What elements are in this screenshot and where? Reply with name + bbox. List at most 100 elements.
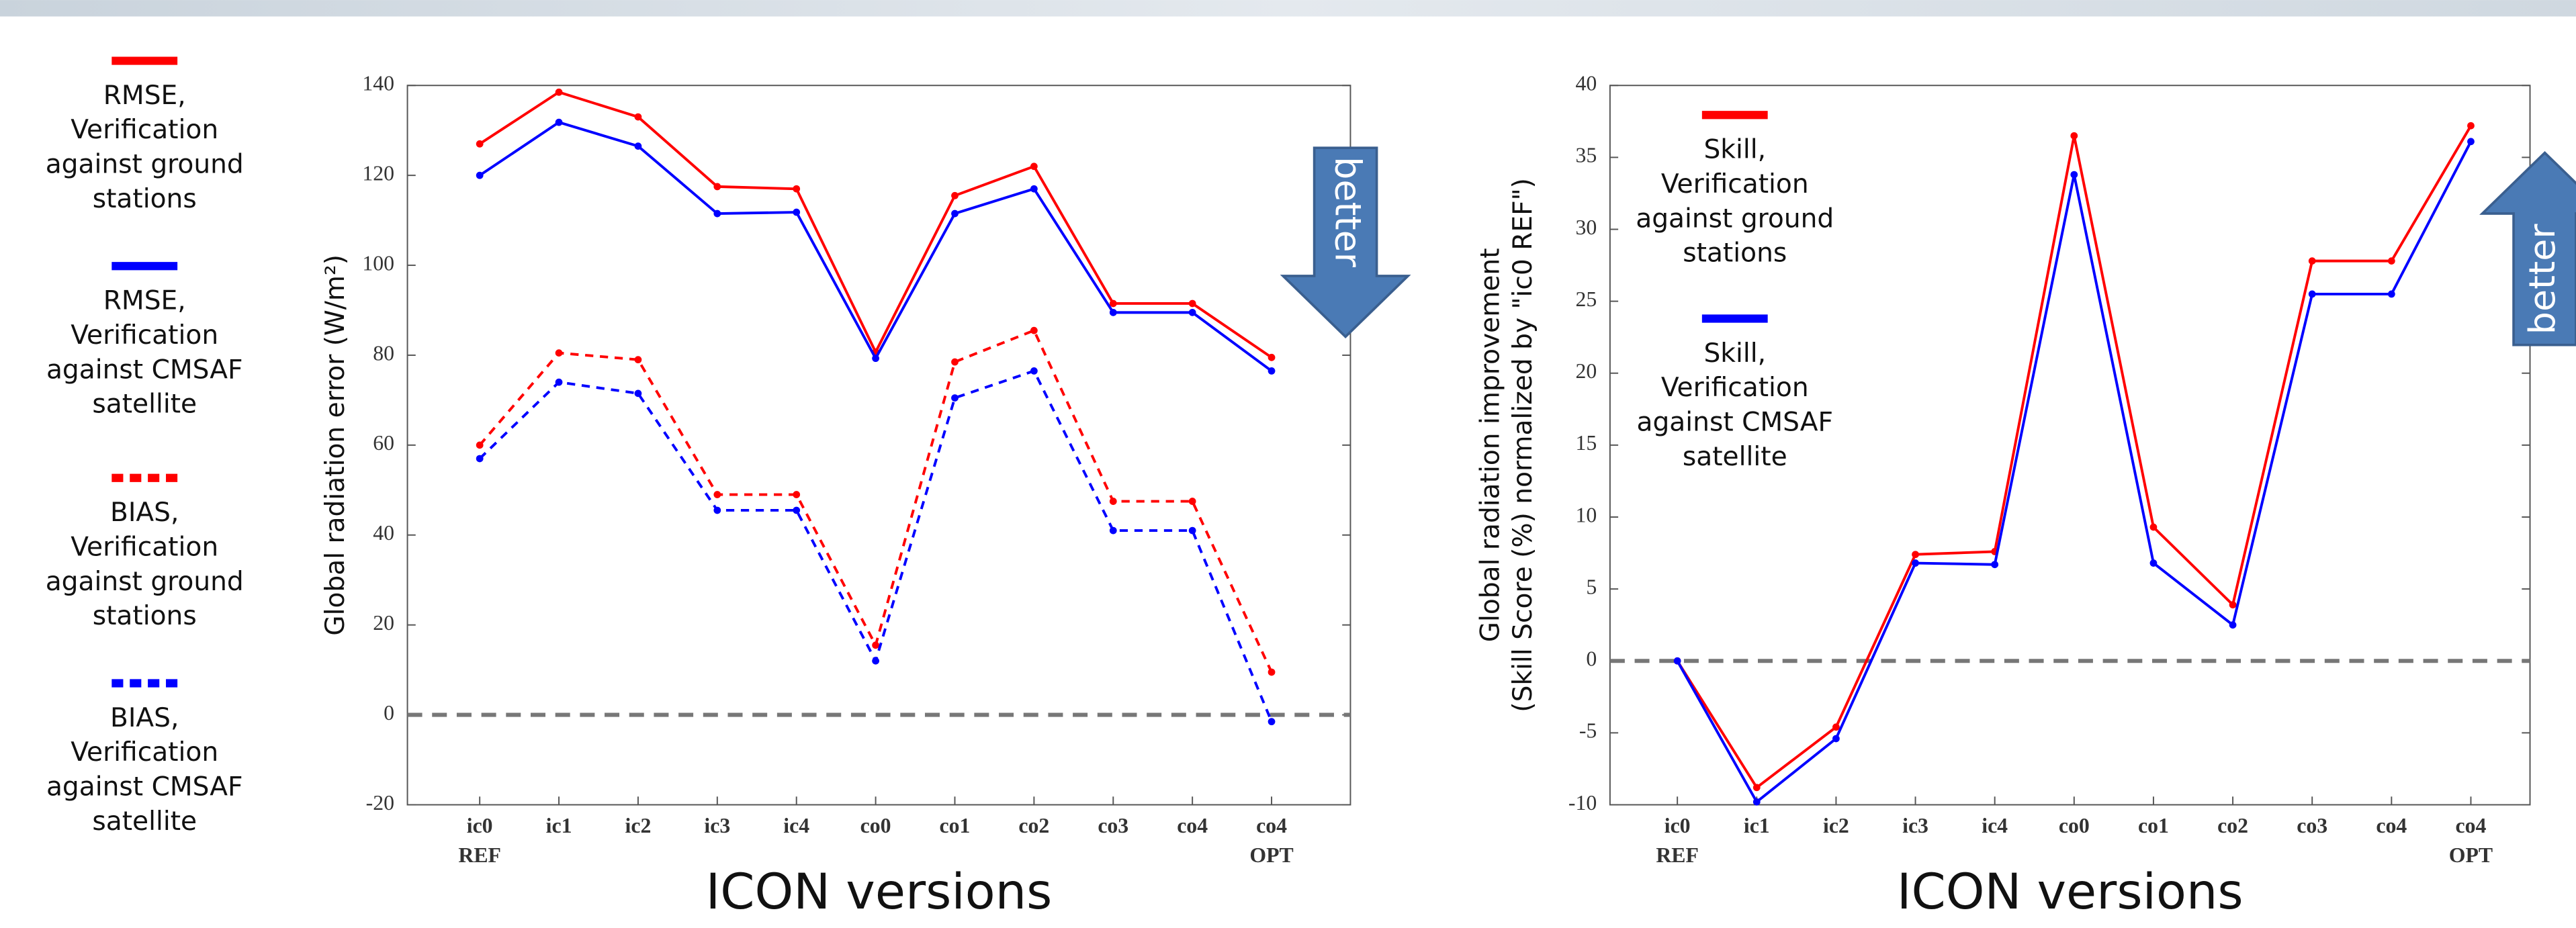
- y-tick-label: 20: [1576, 359, 1597, 383]
- data-point: [1268, 367, 1276, 375]
- x-tick-label: co4: [1177, 814, 1208, 837]
- y-tick-label: 25: [1576, 287, 1597, 311]
- x-tick-label: ic2: [625, 814, 652, 837]
- x-tick-label: co4: [1256, 814, 1287, 837]
- legend-label: against ground: [1636, 203, 1834, 234]
- y-tick-label: 80: [373, 341, 394, 365]
- x-tick-label: co3: [2297, 814, 2327, 837]
- data-point: [1673, 657, 1681, 665]
- x-tick-label: ic4: [1982, 814, 2008, 837]
- legend-label: stations: [1683, 238, 1787, 269]
- data-point: [634, 142, 642, 150]
- x-tick-note: REF: [1656, 843, 1699, 867]
- data-point: [555, 378, 563, 386]
- y-tick-label: 0: [384, 701, 394, 725]
- data-point: [1188, 308, 1196, 316]
- arrow-label: better: [2521, 224, 2563, 335]
- data-point: [2070, 171, 2078, 179]
- data-point: [1268, 718, 1276, 726]
- y-tick-label: 100: [362, 251, 394, 275]
- legend-label: satellite: [92, 389, 197, 420]
- data-point: [476, 455, 484, 463]
- data-point: [951, 191, 959, 199]
- data-point: [793, 185, 801, 193]
- data-point: [1832, 723, 1840, 731]
- data-point: [1752, 798, 1761, 806]
- y-tick-label: -10: [1568, 791, 1597, 815]
- y-tick-label: 30: [1576, 216, 1597, 239]
- x-tick-label: ic1: [1744, 814, 1770, 837]
- data-point: [2387, 290, 2395, 298]
- data-point: [2387, 257, 2395, 265]
- legend-label: against CMSAF: [46, 772, 243, 802]
- data-point: [713, 506, 721, 514]
- data-point: [872, 657, 879, 665]
- legend-label: against CMSAF: [1636, 408, 1833, 438]
- data-point: [634, 389, 642, 398]
- y-axis-label: Global radiation improvement: [1475, 248, 1505, 642]
- legend-label: Verification: [1661, 373, 1809, 403]
- x-tick-label: co2: [1018, 814, 1049, 837]
- x-tick-label: co1: [2138, 814, 2169, 837]
- data-point: [1268, 668, 1276, 676]
- x-tick-label: ic2: [1823, 814, 1849, 837]
- data-point: [2467, 122, 2475, 130]
- y-tick-label: 20: [373, 611, 394, 635]
- legend-label: Verification: [71, 532, 218, 562]
- data-point: [555, 118, 563, 126]
- data-point: [793, 208, 801, 216]
- data-point: [555, 88, 563, 96]
- data-point: [1188, 498, 1196, 505]
- x-tick-label: co2: [2217, 814, 2248, 837]
- legend-label: against ground: [46, 567, 244, 597]
- data-point: [1109, 299, 1117, 308]
- data-point: [1030, 163, 1038, 171]
- x-tick-label: co4: [2456, 814, 2487, 837]
- x-tick-label: co0: [860, 814, 891, 837]
- legend-label: stations: [93, 184, 197, 214]
- x-tick-note: OPT: [1249, 843, 1293, 867]
- plot-area: [406, 85, 1351, 806]
- data-point: [2308, 290, 2316, 298]
- data-point: [872, 355, 879, 363]
- data-point: [634, 356, 642, 364]
- y-axis-label: (Skill Score (%) normalized by "ic0 REF"…: [1508, 178, 1538, 712]
- x-tick-label: ic0: [467, 814, 493, 837]
- data-point: [951, 358, 959, 366]
- legend-label: Skill,: [1703, 338, 1766, 369]
- y-tick-label: 10: [1576, 503, 1597, 526]
- data-point: [1912, 551, 1919, 559]
- y-tick-label: 35: [1576, 144, 1597, 167]
- arrow-shape: [2479, 150, 2576, 346]
- y-tick-label: -20: [366, 791, 394, 815]
- x-tick-label: co3: [1098, 814, 1128, 837]
- y-tick-label: 15: [1576, 431, 1597, 455]
- legend-label: Verification: [1661, 169, 1809, 199]
- data-point: [2229, 601, 2237, 609]
- x-tick-label: ic0: [1664, 814, 1691, 837]
- y-axis-label: Global radiation error (W/m²): [320, 254, 351, 636]
- legend-label: stations: [93, 601, 197, 631]
- y-tick-label: 0: [1586, 647, 1597, 671]
- top-band: [0, 0, 2576, 17]
- data-point: [555, 349, 563, 357]
- data-point: [951, 394, 959, 402]
- data-point: [2229, 621, 2237, 629]
- data-point: [476, 171, 484, 179]
- y-tick-label: 5: [1586, 575, 1597, 598]
- data-point: [2467, 138, 2475, 146]
- x-tick-label: co0: [2059, 814, 2090, 837]
- data-point: [2149, 523, 2158, 531]
- x-axis-label: ICON versions: [1897, 864, 2244, 921]
- data-point: [1832, 735, 1840, 743]
- data-point: [476, 441, 484, 449]
- legend-label: satellite: [92, 806, 197, 837]
- data-point: [2149, 559, 2158, 567]
- arrow-label: better: [1327, 156, 1369, 268]
- y-tick-label: 140: [362, 72, 394, 95]
- legend-label: Verification: [71, 737, 218, 768]
- data-point: [476, 140, 484, 148]
- data-point: [1109, 308, 1117, 316]
